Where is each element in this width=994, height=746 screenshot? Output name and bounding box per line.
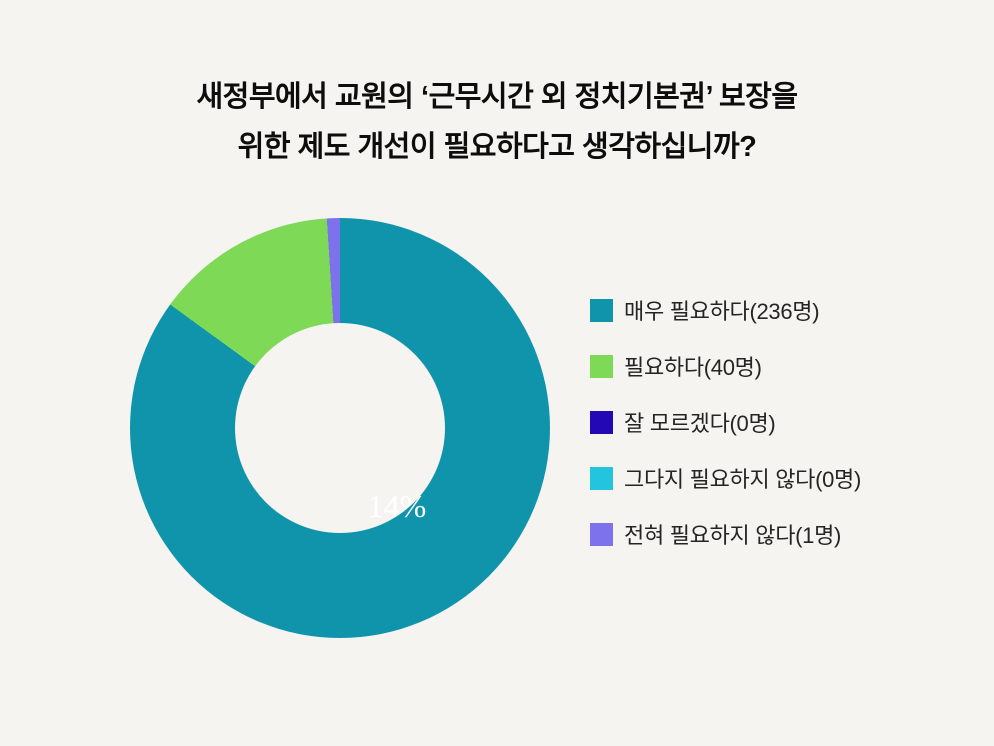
legend-label: 필요하다(40명) <box>624 355 762 380</box>
legend-swatch-icon <box>590 354 613 378</box>
slice-label-necessary: 14% <box>367 488 427 524</box>
donut-chart: 85% 14% <box>130 218 550 638</box>
legend-item: 매우 필요하다(236명) <box>590 298 861 324</box>
legend-label: 매우 필요하다(236명) <box>624 299 820 324</box>
legend-swatch-icon <box>590 410 613 434</box>
legend-label: 잘 모르겠다(0명) <box>624 411 776 436</box>
legend-item: 그다지 필요하지 않다(0명) <box>590 466 861 492</box>
legend-swatch-icon <box>590 522 613 546</box>
chart-title: 새정부에서 교원의 ‘근무시간 외 정치기본권’ 보장을 위한 제도 개선이 필… <box>0 72 994 172</box>
legend-item: 잘 모르겠다(0명) <box>590 410 861 436</box>
legend-label: 그다지 필요하지 않다(0명) <box>624 467 862 492</box>
legend-swatch-icon <box>590 298 613 322</box>
legend-item: 필요하다(40명) <box>590 354 861 380</box>
chart-title-line2: 위한 제도 개선이 필요하다고 생각하십니까? <box>237 131 757 163</box>
legend-item: 전혀 필요하지 않다(1명) <box>590 522 861 548</box>
chart-title-line1: 새정부에서 교원의 ‘근무시간 외 정치기본권’ 보장을 <box>196 81 798 113</box>
donut-hole <box>235 323 445 533</box>
legend-swatch-icon <box>590 466 613 490</box>
chart-legend: 매우 필요하다(236명) 필요하다(40명) 잘 모르겠다(0명) 그다지 필… <box>590 298 861 578</box>
legend-label: 전혀 필요하지 않다(1명) <box>624 523 842 548</box>
